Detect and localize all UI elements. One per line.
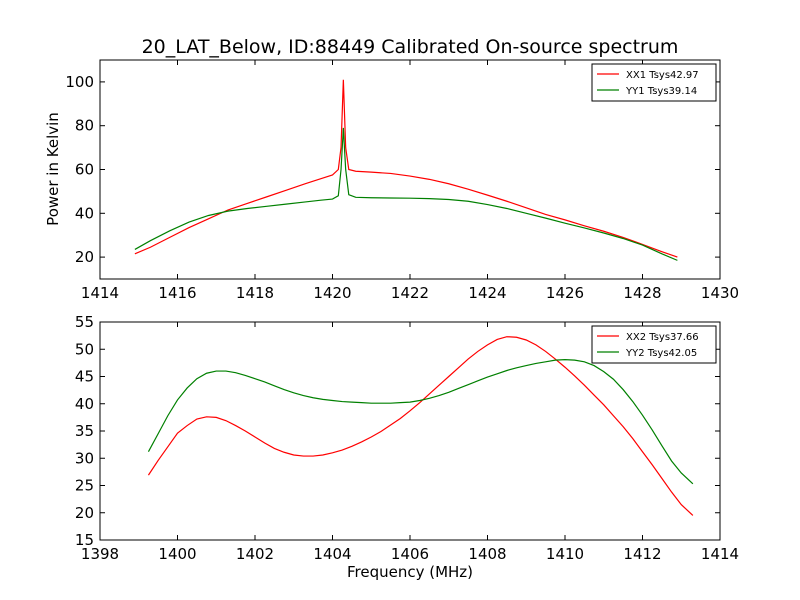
y-tick-label: 55 xyxy=(75,313,94,331)
x-tick-label: 1416 xyxy=(158,284,196,302)
x-tick-label: 1420 xyxy=(313,284,351,302)
x-tick-label: 1414 xyxy=(81,284,119,302)
x-tick-label: 1418 xyxy=(236,284,274,302)
x-tick-label: 1406 xyxy=(391,545,429,563)
y-tick-label: 15 xyxy=(75,531,94,549)
series-line-xx2 xyxy=(147,336,694,516)
x-tick-label: 1412 xyxy=(623,545,661,563)
x-tick-label: 1400 xyxy=(158,545,196,563)
legend-box xyxy=(591,63,717,102)
x-tick-label: 1422 xyxy=(391,284,429,302)
legend-label: XX2 Tsys37.66 xyxy=(626,332,699,343)
legend-label: YY2 Tsys42.05 xyxy=(625,348,697,359)
series-line-yy2 xyxy=(147,359,694,485)
legend: XX2 Tsys37.66 YY2 Tsys42.05 xyxy=(591,325,717,364)
y-tick-label: 100 xyxy=(65,73,94,91)
y-tick-label: 35 xyxy=(75,422,94,440)
y-tick-label: 80 xyxy=(75,117,94,135)
x-tick-label: 1404 xyxy=(313,545,351,563)
y-axis-label: Power in Kelvin xyxy=(44,112,62,226)
legend-label: YY1 Tsys39.14 xyxy=(625,86,697,97)
x-tick-label: 1428 xyxy=(623,284,661,302)
x-tick-label: 1414 xyxy=(701,545,739,563)
y-tick-label: 45 xyxy=(75,368,94,386)
x-tick-label: 1402 xyxy=(236,545,274,563)
x-tick-label: 1430 xyxy=(701,284,739,302)
x-tick-label: 1426 xyxy=(546,284,584,302)
y-tick-label: 40 xyxy=(75,204,94,222)
top-panel-xx1-yy1: 1414 1416 1418 1420 1422 1424 1426 1428 1430 20 40… xyxy=(65,59,739,302)
x-tick-label: 1410 xyxy=(546,545,584,563)
y-tick-label: 25 xyxy=(75,477,94,495)
y-tick-label: 20 xyxy=(75,504,94,522)
y-tick-label: 40 xyxy=(75,395,94,413)
legend-box xyxy=(591,325,717,364)
x-tick-label: 1424 xyxy=(468,284,506,302)
series-line-yy1 xyxy=(134,127,678,261)
x-tick-label: 1398 xyxy=(81,545,119,563)
y-tick-label: 20 xyxy=(75,248,94,266)
y-tick-label: 30 xyxy=(75,449,94,467)
figure-title: 20_LAT_Below, ID:88449 Calibrated On-sou… xyxy=(142,36,679,58)
bottom-panel-xx2-yy2: 1398 1400 1402 1404 1406 1408 1410 1412 1414 15 20… xyxy=(75,313,739,563)
y-tick-label: 50 xyxy=(75,340,94,358)
series-line-xx1 xyxy=(134,79,678,258)
legend: XX1 Tsys42.97 YY1 Tsys39.14 xyxy=(591,63,717,102)
y-tick-label: 60 xyxy=(75,161,94,179)
x-tick-label: 1408 xyxy=(468,545,506,563)
legend-label: XX1 Tsys42.97 xyxy=(626,70,699,81)
x-axis-label: Frequency (MHz) xyxy=(347,563,473,581)
